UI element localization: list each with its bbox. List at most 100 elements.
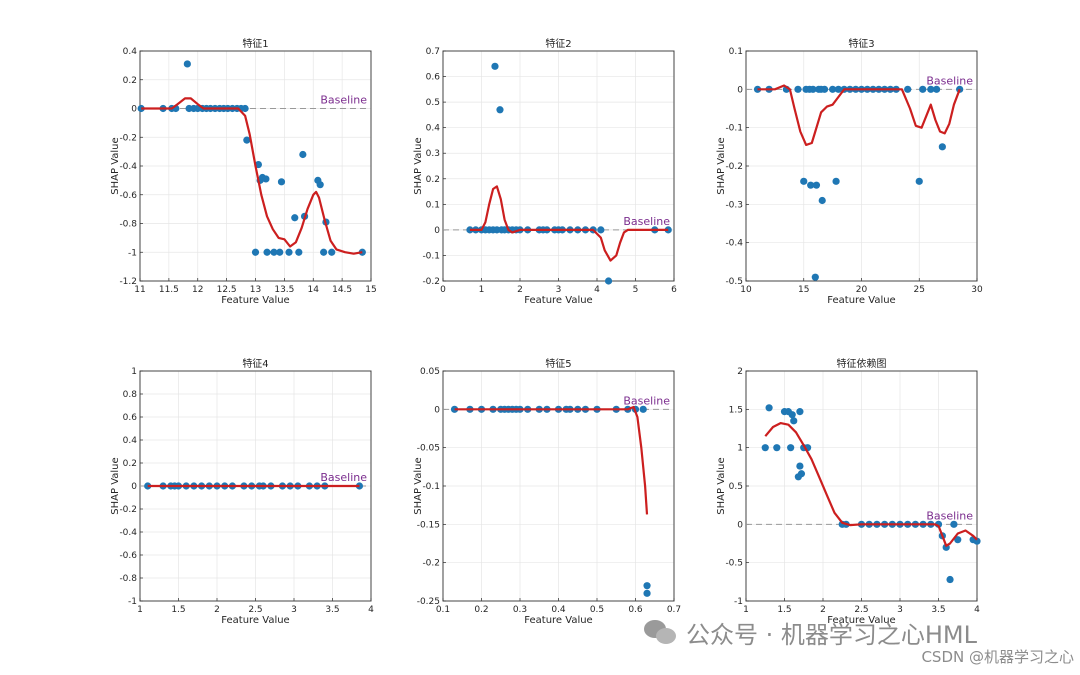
data-point xyxy=(276,248,284,256)
data-point xyxy=(597,226,605,234)
y-tick-label: -1 xyxy=(734,597,743,607)
x-tick-label: 11.5 xyxy=(159,285,179,295)
data-point xyxy=(773,444,781,452)
data-point xyxy=(270,248,278,256)
trend-curve xyxy=(757,84,961,146)
data-point xyxy=(788,411,796,419)
y-tick-label: -0.05 xyxy=(417,444,440,454)
y-tick-label: 0 xyxy=(737,520,743,530)
y-tick-label: 0.05 xyxy=(420,367,440,377)
data-point xyxy=(915,177,923,185)
y-tick-label: -0.4 xyxy=(119,528,137,538)
subplot-6: 1 1.5 2 2.5 3 3.5 4 -1 -0.5 0 0.5 1 1.5 2 Baseline 特征依赖… xyxy=(716,357,981,626)
subplot-4: 1 1.5 2 2.5 3 3.5 4 -1 -0.8 -0.6 -0.4 -0.2 0 0.2 0.4 0.… xyxy=(110,358,374,626)
data-point xyxy=(320,248,328,256)
data-point xyxy=(643,589,651,597)
data-point xyxy=(946,575,954,584)
x-tick-label: 0.3 xyxy=(513,605,527,615)
y-tick-label: 0 xyxy=(131,105,137,115)
x-tick-label: 2.5 xyxy=(248,605,262,615)
y-tick-label: -0.1 xyxy=(725,124,743,134)
baseline-label: Baseline xyxy=(320,471,367,484)
data-point xyxy=(807,181,815,189)
x-tick-label: 14.5 xyxy=(332,285,352,295)
x-tick-label: 30 xyxy=(971,285,983,295)
baseline-label: Baseline xyxy=(926,509,973,522)
y-tick-label: -1.2 xyxy=(119,277,137,287)
x-tick-label: 1 xyxy=(479,285,485,295)
data-point xyxy=(328,248,336,256)
x-axis-label: Feature Value xyxy=(524,295,592,306)
axes-box xyxy=(442,370,675,602)
y-tick-label: -0.6 xyxy=(119,551,137,561)
y-tick-label: -0.8 xyxy=(119,574,137,584)
x-tick-label: 3.5 xyxy=(325,605,339,615)
data-point xyxy=(664,226,672,234)
y-tick-label: -0.2 xyxy=(725,162,743,172)
x-tick-label: 15 xyxy=(365,285,376,295)
data-point xyxy=(450,405,459,413)
y-tick-label: -0.5 xyxy=(725,277,743,287)
y-tick-label: 0.2 xyxy=(123,76,137,86)
x-tick-label: 3 xyxy=(291,605,297,615)
y-tick-label: 0.3 xyxy=(426,149,440,159)
y-tick-label: 0 xyxy=(737,85,743,95)
trend-curve xyxy=(469,185,669,262)
data-point xyxy=(796,462,804,470)
x-tick-label: 0 xyxy=(440,285,446,295)
data-point xyxy=(950,520,958,528)
y-tick-label: 0.8 xyxy=(123,390,138,400)
data-point xyxy=(790,417,798,425)
y-tick-label: 0.2 xyxy=(123,459,137,469)
x-tick-label: 10 xyxy=(740,285,752,295)
subplot-title: 特征1 xyxy=(242,38,268,50)
y-tick-label: -0.4 xyxy=(119,162,137,172)
data-point xyxy=(927,85,935,93)
data-point xyxy=(761,444,769,452)
x-tick-label: 14 xyxy=(308,285,320,295)
x-axis-label: Feature Value xyxy=(524,615,592,626)
data-point xyxy=(938,143,946,151)
data-point xyxy=(144,482,152,490)
x-tick-label: 1 xyxy=(743,605,749,615)
data-point xyxy=(299,150,307,159)
x-tick-label: 0.2 xyxy=(474,605,488,615)
x-tick-label: 13.5 xyxy=(274,285,294,295)
subplot-title: 特征3 xyxy=(848,38,874,50)
data-point xyxy=(832,177,840,185)
data-point xyxy=(291,214,299,222)
data-point xyxy=(277,178,286,186)
x-tick-label: 0.6 xyxy=(628,605,643,615)
data-point xyxy=(796,408,804,416)
data-point xyxy=(496,106,504,114)
data-point xyxy=(765,404,773,412)
data-point xyxy=(820,85,829,93)
y-tick-label: 0.5 xyxy=(729,482,743,492)
wechat-icon xyxy=(644,618,678,646)
data-point xyxy=(797,470,806,478)
y-tick-label: 2 xyxy=(737,367,743,377)
data-point xyxy=(491,62,499,70)
x-tick-label: 2.5 xyxy=(854,605,868,615)
y-axis-label: SHAP Value xyxy=(716,457,727,514)
y-axis-label: SHAP Value xyxy=(110,457,121,514)
trend-curve xyxy=(141,97,363,255)
subplot-title: 特征依赖图 xyxy=(837,357,887,370)
x-tick-label: 1 xyxy=(137,605,143,615)
data-point xyxy=(809,85,817,93)
axes-box xyxy=(139,50,372,282)
y-tick-label: -0.3 xyxy=(725,200,743,210)
data-point xyxy=(137,104,145,113)
x-axis-label: Feature Value xyxy=(827,295,895,306)
data-point xyxy=(316,181,324,189)
watermark: 公众号 · 机器学习之心HML xyxy=(644,614,977,650)
subplot-title: 特征4 xyxy=(242,358,268,370)
data-point xyxy=(358,248,366,256)
subplot-title: 特征2 xyxy=(545,38,571,50)
x-tick-label: 15 xyxy=(798,285,809,295)
data-point xyxy=(241,104,249,113)
y-tick-label: -0.25 xyxy=(417,597,440,607)
y-axis-label: SHAP Value xyxy=(716,137,727,194)
data-point xyxy=(604,277,613,285)
subplot-3: 10 15 20 25 30 -0.5 -0.4 -0.3 -0.2 -0.1 0 0.1 Baseli… xyxy=(716,38,983,306)
